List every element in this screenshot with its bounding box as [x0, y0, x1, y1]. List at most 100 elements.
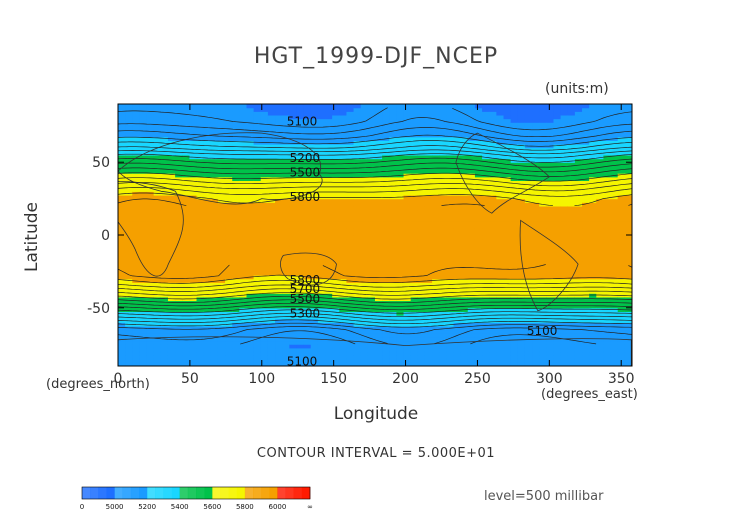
contour-line: [118, 292, 632, 300]
contour-line: [118, 274, 632, 284]
units-label: (units:m): [545, 81, 609, 97]
colorbar-swatch: [244, 487, 254, 499]
colorbar-tick-label: 5000: [106, 503, 124, 511]
colorbar-swatch: [114, 487, 124, 499]
contour-line: [118, 192, 632, 207]
colorbar-tick-label: 5400: [171, 503, 189, 511]
colorbar-swatch: [106, 487, 115, 499]
contour-line: [118, 149, 632, 159]
x-units-note: (degrees_east): [541, 387, 638, 402]
colorbar-swatch: [139, 487, 148, 499]
colorbar-swatch: [179, 487, 189, 499]
colorbar-swatch: [122, 487, 132, 499]
contour-line: [118, 107, 632, 131]
y-tick-label: -50: [87, 301, 110, 317]
x-tick-label: 50: [181, 371, 199, 387]
contour-label: 5700: [290, 282, 321, 296]
colorbar-tick-label: 0: [80, 503, 84, 511]
colorbar-swatch: [212, 487, 221, 499]
x-tick-label: 350: [608, 371, 635, 387]
colorbar-swatch: [196, 487, 205, 499]
y-tick-label: 0: [101, 228, 110, 244]
contour-line: [118, 153, 632, 163]
contour-line: [118, 284, 632, 292]
x-tick-label: 200: [392, 371, 419, 387]
colorbar-swatch: [269, 487, 278, 499]
contour-line: [118, 316, 632, 325]
coastline-path: [118, 132, 323, 205]
colorbar-tick-label: ∞: [307, 503, 313, 511]
contour-line: [118, 167, 632, 177]
contour-line: [118, 322, 632, 335]
contour-line: [118, 127, 632, 142]
colorbar-swatch: [130, 487, 140, 499]
x-tick-label: 100: [248, 371, 275, 387]
contour-lines: [118, 107, 632, 345]
colorbar-swatch: [155, 487, 164, 499]
chart-title: HGT_1999-DJF_NCEP: [253, 44, 499, 69]
x-tick-label: 150: [320, 371, 347, 387]
colorbar-swatch: [163, 487, 172, 499]
contour-label: 5500: [290, 165, 321, 179]
colorbar-swatch: [253, 487, 262, 499]
coastline-path: [118, 181, 184, 277]
contour-line: [240, 330, 597, 345]
colorbar-swatch: [98, 487, 107, 499]
coastline-path: [280, 252, 337, 286]
contour-line: [118, 299, 632, 307]
colorbar-swatch: [301, 487, 311, 499]
contour-line: [118, 264, 632, 279]
colorbar-swatch: [285, 487, 295, 499]
contour-label: 5100: [287, 114, 318, 128]
y-tick-label: 50: [92, 155, 110, 171]
colorbar-swatch: [293, 487, 303, 499]
contour-line: [118, 172, 632, 182]
colorbar-swatch: [90, 487, 99, 499]
contour-line: [118, 326, 632, 345]
contour-line: [118, 319, 632, 328]
contour-line: [118, 157, 632, 168]
contour-line: [118, 140, 632, 151]
y-units-note: (degrees_north): [46, 377, 150, 392]
coastline-path: [118, 336, 632, 366]
contour-label: 5100: [527, 324, 558, 338]
colorbar-tick-label: 5200: [138, 503, 156, 511]
contour-label: 5500: [290, 292, 321, 306]
contour-line: [118, 288, 632, 296]
contour-line: [118, 134, 632, 147]
x-tick-label: 0: [114, 371, 123, 387]
contour-line: [118, 295, 632, 304]
colorbar-swatch: [236, 487, 246, 499]
contour-line: [118, 182, 632, 192]
contour-line: [118, 117, 632, 138]
colorbar-swatch: [261, 487, 270, 499]
contour-line: [118, 162, 632, 173]
colorbar-tick-label: 5600: [203, 503, 221, 511]
contour-label: 5800: [290, 273, 321, 287]
coastline-path: [519, 219, 579, 312]
colorbar-swatch: [187, 487, 197, 499]
colorbar-swatch: [82, 487, 91, 499]
contour-label: 5200: [290, 151, 321, 165]
contour-line: [118, 312, 632, 321]
colorbar-swatch: [171, 487, 181, 499]
contour-label: 5300: [290, 307, 321, 321]
colorbar-swatch: [220, 487, 229, 499]
colorbar-tick-label: 6000: [269, 503, 287, 511]
axis-ticks: 0 50 100 150 200 250 300 350 -50 0 50: [87, 104, 635, 387]
contour-line: [118, 279, 632, 288]
y-axis-label: Latitude: [22, 202, 42, 272]
contour-line: [118, 187, 632, 197]
contour-label: 5100: [287, 355, 318, 369]
contour-line: [118, 177, 632, 187]
level-text: level=500 millibar: [484, 489, 604, 504]
colorbar-frame: [81, 486, 311, 500]
contour-line: [118, 309, 632, 318]
contour-line: [118, 306, 632, 314]
colorbar-swatch: [204, 487, 213, 499]
colorbar-swatch: [228, 487, 238, 499]
colorbar: 0 5000 5200 5400 5600 5800 6000 ∞: [80, 486, 313, 511]
colorbar-swatch: [147, 487, 156, 499]
contour-line: [118, 302, 632, 311]
